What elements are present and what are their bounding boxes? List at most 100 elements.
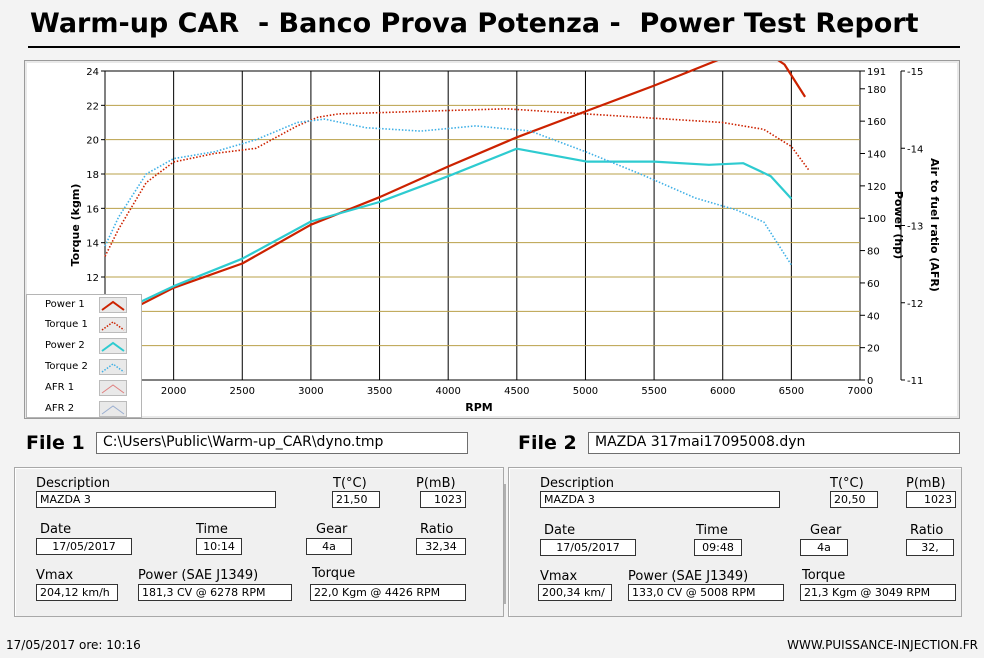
plot-area <box>104 70 861 381</box>
run2-temperature-field[interactable]: 20,50 <box>830 491 878 508</box>
run1-date-label: Date <box>40 522 72 537</box>
run2-vmax-label: Vmax <box>540 569 578 584</box>
x-tick-label: 4000 <box>435 386 460 397</box>
x-tick-label: 4500 <box>504 386 529 397</box>
chart-frame: 2000 2500 3000 3500 4000 4500 5000 5500 6000 6500… <box>24 47 960 419</box>
legend-item-power-1[interactable]: Power 1 <box>27 296 141 316</box>
run2-time-field[interactable]: 09:48 <box>694 539 742 556</box>
run2-ratio-field[interactable]: 32, <box>906 539 954 556</box>
legend-label: AFR 2 <box>45 403 75 414</box>
legend-item-power-2[interactable]: Power 2 <box>27 337 141 357</box>
y-power-tick-label: 120 <box>867 182 886 193</box>
run1-time-field[interactable]: 10:14 <box>196 538 242 555</box>
x-tick-label: 7000 <box>847 386 872 397</box>
run2-time-label: Time <box>696 523 728 538</box>
legend-item-afr-1[interactable]: AFR 1 <box>27 379 141 399</box>
report-title: Warm-up CAR - Banco Prova Potenza - Powe… <box>30 8 919 39</box>
run1-pressure-label: P(mB) <box>416 476 456 491</box>
run1-vmax-field[interactable]: 204,12 km/h <box>36 584 118 601</box>
run1-gear-field[interactable]: 4a <box>306 538 352 555</box>
run2-gear-field[interactable]: 4a <box>800 539 848 556</box>
run2-description-field[interactable]: MAZDA 3 <box>540 491 780 508</box>
legend-item-afr-2[interactable]: AFR 2 <box>27 400 141 420</box>
y-power-tick-label: 140 <box>867 150 886 161</box>
y-afr-tick-label: -12 <box>907 299 923 310</box>
y-left-tick-label: 12 <box>86 273 99 284</box>
file1-path-field[interactable]: C:\Users\Public\Warm-up_CAR\dyno.tmp <box>96 432 468 454</box>
legend-swatch <box>99 380 127 396</box>
x-tick-label: 5000 <box>573 386 598 397</box>
y-axis-power-label: Power (hp) <box>892 191 905 259</box>
legend-label: Torque 2 <box>45 361 88 372</box>
x-tick-label: 6000 <box>710 386 735 397</box>
chart-legend: Power 1 Torque 1 Power 2 Torque 2 AFR 1 … <box>26 294 142 418</box>
run1-ratio-label: Ratio <box>420 522 454 537</box>
x-axis-label: RPM <box>465 401 492 414</box>
file2-label: File 2 <box>518 432 577 454</box>
legend-swatch <box>99 401 127 417</box>
y-left-tick-label: 22 <box>86 101 99 112</box>
file1-label: File 1 <box>26 432 85 454</box>
run1-pressure-field[interactable]: 1023 <box>420 491 466 508</box>
y-left-tick-label: 20 <box>86 136 99 147</box>
run1-torque-field[interactable]: 22,0 Kgm @ 4426 RPM <box>310 584 466 601</box>
y-power-tick-label: 191 <box>867 67 886 78</box>
legend-item-torque-2[interactable]: Torque 2 <box>27 358 141 378</box>
legend-label: AFR 1 <box>45 382 75 393</box>
run2-vmax-field[interactable]: 200,34 km/ <box>538 584 612 601</box>
run1-ratio-field[interactable]: 32,34 <box>416 538 466 555</box>
run1-temperature-field[interactable]: 21,50 <box>332 491 380 508</box>
legend-label: Power 2 <box>45 340 85 351</box>
run2-pressure-field[interactable]: 1023 <box>906 491 956 508</box>
y-axis-left-label: Torque (kgm) <box>69 184 82 267</box>
run2-power-label: Power (SAE J1349) <box>628 569 749 584</box>
run1-time-label: Time <box>196 522 228 537</box>
run2-torque-label: Torque <box>802 568 846 583</box>
run2-power-field[interactable]: 133,0 CV @ 5008 RPM <box>628 584 784 601</box>
run1-temperature-label: T(°C) <box>333 476 367 491</box>
run2-temperature-label: T(°C) <box>830 476 864 491</box>
legend-item-torque-1[interactable]: Torque 1 <box>27 316 141 336</box>
y-afr-tick-label: -13 <box>907 222 923 233</box>
run2-date-label: Date <box>544 523 576 538</box>
y-afr-tick-label: -11 <box>907 376 923 387</box>
y-left-tick-label: 24 <box>86 67 99 78</box>
y-power-tick-label: 160 <box>867 117 886 128</box>
run1-description-field[interactable]: MAZDA 3 <box>36 491 276 508</box>
footer-url[interactable]: WWW.PUISSANCE-INJECTION.FR <box>787 638 978 652</box>
series-line-torque-2 <box>104 118 793 266</box>
x-tick-label: 5500 <box>641 386 666 397</box>
y-afr-tick-label: -14 <box>907 144 923 155</box>
run2-description-label: Description <box>540 476 615 491</box>
y-power-tick-label: 100 <box>867 214 886 225</box>
run1-torque-label: Torque <box>312 566 356 581</box>
run2-pressure-label: P(mB) <box>906 476 946 491</box>
x-tick-label: 3000 <box>298 386 323 397</box>
legend-swatch <box>99 359 127 375</box>
series-line-torque-1 <box>104 107 810 257</box>
y-power-tick-label: 80 <box>867 247 880 258</box>
x-tick-label: 6500 <box>779 386 804 397</box>
run2-date-field[interactable]: 17/05/2017 <box>540 539 636 556</box>
run2-torque-field[interactable]: 21,3 Kgm @ 3049 RPM <box>800 584 956 601</box>
footer-date: 17/05/2017 ore: 10:16 <box>6 638 141 652</box>
legend-swatch <box>99 338 127 354</box>
run2-ratio-label: Ratio <box>910 523 944 538</box>
dyno-chart: 2000 2500 3000 3500 4000 4500 5000 5500 6000 6500… <box>69 47 941 414</box>
run1-date-field[interactable]: 17/05/2017 <box>36 538 132 555</box>
file2-path-field[interactable]: MAZDA 317mai17095008.dyn <box>588 432 960 454</box>
run1-description-label: Description <box>36 476 111 491</box>
y-power-tick-label: 0 <box>867 376 873 387</box>
x-tick-label: 2500 <box>230 386 255 397</box>
y-afr-tick-label: -15 <box>907 67 923 78</box>
y-axis-afr-label: Air to fuel ratio (AFR) <box>928 158 941 292</box>
run1-power-field[interactable]: 181,3 CV @ 6278 RPM <box>138 584 292 601</box>
legend-swatch <box>99 317 127 333</box>
x-tick-label: 3500 <box>367 386 392 397</box>
series-line-power-2 <box>132 147 793 307</box>
run2-gear-label: Gear <box>810 523 842 538</box>
legend-swatch <box>99 297 127 313</box>
panel-separator <box>504 484 506 604</box>
legend-label: Torque 1 <box>45 319 88 330</box>
y-power-tick-label: 180 <box>867 85 886 96</box>
